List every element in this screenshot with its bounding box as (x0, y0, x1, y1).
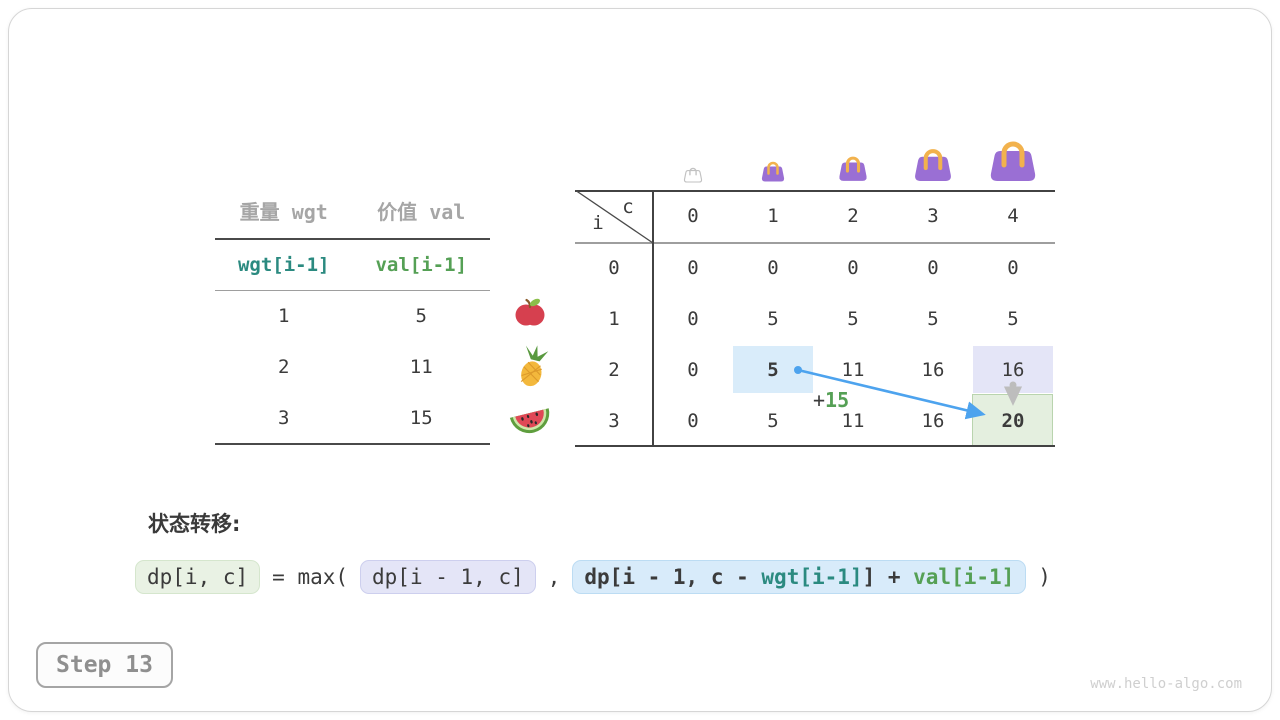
dp-cell-1-1: 5 (767, 308, 779, 330)
item-1-weight: 1 (278, 305, 290, 327)
watermark: www.hello-algo.com (1090, 676, 1242, 692)
val-index-label: val[i-1] (375, 254, 467, 276)
dp-cell-3-4: 20 (1001, 410, 1025, 432)
col-header-2: 2 (847, 205, 859, 227)
item-row-1: 1 5 (215, 291, 490, 342)
dp-cell-2-0: 0 (687, 359, 699, 381)
watermelon-icon (509, 408, 550, 434)
item-row-2: 2 11 (215, 342, 490, 393)
dp-cell-1-3: 5 (927, 308, 939, 330)
formula-close-paren: ) (1038, 565, 1051, 589)
corner-col-var: c (622, 196, 634, 218)
formula-equals-max: = max( (272, 565, 349, 589)
dp-cell-3-3: 16 (921, 410, 945, 432)
dp-cell-0-0: 0 (687, 257, 699, 279)
corner-row-var: i (592, 212, 604, 234)
corner-diagonal-line (575, 190, 653, 243)
value-column-header: 价值 val (377, 200, 466, 224)
left-table-index-row: wgt[i-1] val[i-1] (215, 240, 490, 291)
diagram-card (8, 8, 1272, 712)
dp-cell-3-1: 5 (767, 410, 779, 432)
weight-column-header: 重量 wgt (239, 200, 328, 224)
item-1-value: 5 (415, 305, 427, 327)
plus-value-annotation: +15 (813, 388, 849, 412)
item-3-weight: 3 (278, 407, 290, 429)
dp-cell-1-4: 5 (1007, 308, 1019, 330)
col-header-3: 3 (927, 205, 939, 227)
state-transition-formula: dp[i, c] = max( dp[i - 1, c] , dp[i - 1,… (135, 560, 1051, 594)
dp-table-top-rule (575, 190, 1055, 192)
arg2-prefix: dp[i - 1, c - (584, 565, 762, 589)
formula-arg1-pill: dp[i - 1, c] (360, 560, 536, 594)
plus-sign: + (813, 388, 826, 412)
left-table-header-row: 重量 wgt 价值 val (215, 190, 490, 240)
bag-capacity-4-icon (987, 134, 1039, 182)
pineapple-icon (520, 345, 549, 387)
dp-table-bottom-rule (575, 445, 1055, 447)
row-label-2: 2 (608, 359, 620, 381)
dp-cell-0-3: 0 (927, 257, 939, 279)
formula-comma: , (547, 565, 561, 589)
dp-cell-0-1: 0 (767, 257, 779, 279)
dp-table-header-rule (575, 242, 1055, 244)
col-header-1: 1 (767, 205, 779, 227)
dp-cell-2-3: 16 (921, 359, 945, 381)
dp-cell-2-4: 16 (1001, 359, 1025, 381)
dp-table-vertical-rule (652, 190, 654, 447)
formula-lhs-pill: dp[i, c] (135, 560, 261, 594)
bag-capacity-3-icon (912, 143, 954, 182)
item-3-value: 15 (409, 407, 433, 429)
col-header-0: 0 (687, 205, 699, 227)
wgt-index-label: wgt[i-1] (237, 254, 330, 276)
item-2-weight: 2 (278, 356, 290, 378)
dp-cell-1-0: 0 (687, 308, 699, 330)
formula-arg2-pill: dp[i - 1, c - wgt[i-1]] + val[i-1] (572, 560, 1027, 594)
item-row-3: 3 15 (215, 393, 490, 445)
row-label-3: 3 (608, 410, 620, 432)
weights-values-table: 重量 wgt 价值 val wgt[i-1] val[i-1] 1 5 2 11… (215, 190, 490, 445)
state-transition-label: 状态转移: (148, 512, 241, 536)
dp-cell-3-0: 0 (687, 410, 699, 432)
arg2-wgt-term: wgt[i-1] (761, 565, 863, 589)
dp-cell-1-2: 5 (847, 308, 859, 330)
dp-cell-0-4: 0 (1007, 257, 1019, 279)
bag-capacity-0-icon (683, 164, 703, 183)
bag-capacity-1-icon (760, 158, 786, 182)
dp-cell-2-1: 5 (767, 359, 779, 381)
row-label-0: 0 (608, 257, 620, 279)
step-badge: Step 13 (36, 642, 173, 688)
col-header-4: 4 (1007, 205, 1019, 227)
arg2-mid: ] + (862, 565, 914, 589)
dp-cell-0-2: 0 (847, 257, 859, 279)
dp-cell-3-2: 11 (841, 410, 865, 432)
row-label-1: 1 (608, 308, 620, 330)
apple-icon (515, 298, 545, 326)
added-value: 15 (825, 388, 850, 412)
bag-capacity-2-icon (837, 152, 869, 182)
arg2-val-term: val[i-1] (913, 565, 1015, 589)
item-2-value: 11 (409, 356, 433, 378)
